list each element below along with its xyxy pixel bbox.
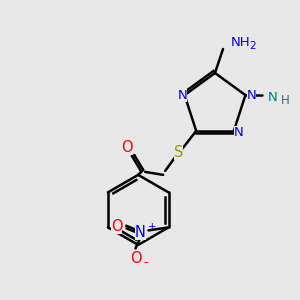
Text: NH: NH (231, 37, 250, 50)
Text: N: N (247, 88, 256, 102)
Text: N: N (135, 225, 146, 240)
Text: N: N (178, 88, 188, 102)
Text: -: - (143, 256, 148, 269)
Text: S: S (173, 146, 183, 160)
Text: N: N (268, 91, 277, 103)
Text: H: H (280, 94, 289, 106)
Text: +: + (148, 222, 156, 233)
Text: O: O (130, 251, 141, 266)
Text: O: O (111, 219, 122, 234)
Text: 2: 2 (249, 41, 256, 51)
Text: N: N (234, 126, 244, 140)
Text: O: O (122, 140, 133, 155)
